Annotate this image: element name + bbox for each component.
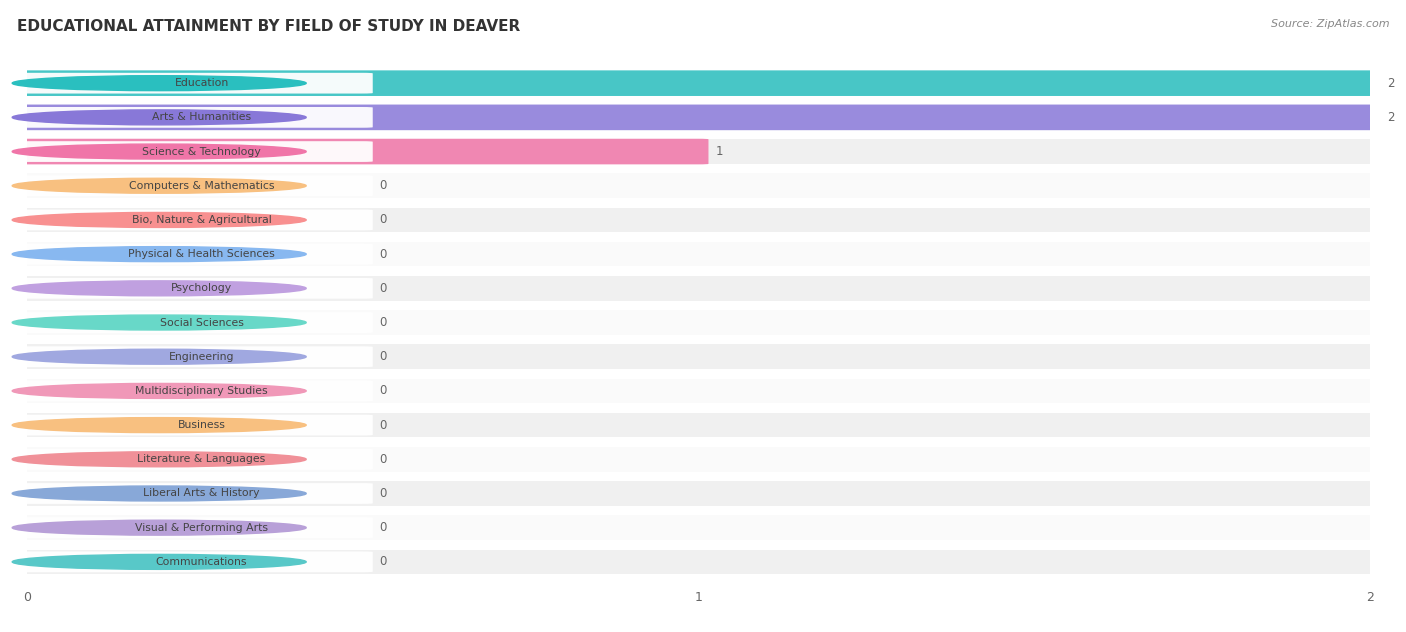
Text: 0: 0 bbox=[380, 384, 387, 398]
FancyBboxPatch shape bbox=[27, 139, 1369, 164]
Circle shape bbox=[13, 144, 307, 159]
Circle shape bbox=[13, 110, 307, 125]
FancyBboxPatch shape bbox=[27, 344, 1369, 369]
Text: 0: 0 bbox=[380, 453, 387, 466]
FancyBboxPatch shape bbox=[17, 104, 1379, 130]
FancyBboxPatch shape bbox=[17, 73, 373, 94]
FancyBboxPatch shape bbox=[17, 449, 373, 470]
Text: Social Sciences: Social Sciences bbox=[159, 317, 243, 327]
FancyBboxPatch shape bbox=[27, 105, 1369, 130]
FancyBboxPatch shape bbox=[17, 518, 373, 538]
Circle shape bbox=[13, 212, 307, 228]
Text: Multidisciplinary Studies: Multidisciplinary Studies bbox=[135, 386, 267, 396]
Circle shape bbox=[13, 486, 307, 501]
FancyBboxPatch shape bbox=[17, 244, 373, 265]
FancyBboxPatch shape bbox=[27, 550, 1369, 574]
FancyBboxPatch shape bbox=[17, 552, 373, 572]
Text: 0: 0 bbox=[380, 418, 387, 432]
Circle shape bbox=[13, 452, 307, 467]
Circle shape bbox=[13, 178, 307, 193]
FancyBboxPatch shape bbox=[27, 208, 1369, 232]
Text: 0: 0 bbox=[380, 556, 387, 568]
Text: 2: 2 bbox=[1386, 76, 1395, 90]
FancyBboxPatch shape bbox=[17, 278, 373, 299]
FancyBboxPatch shape bbox=[17, 107, 373, 128]
Text: 0: 0 bbox=[380, 350, 387, 363]
FancyBboxPatch shape bbox=[27, 276, 1369, 301]
FancyBboxPatch shape bbox=[17, 312, 373, 333]
FancyBboxPatch shape bbox=[27, 379, 1369, 403]
Text: Business: Business bbox=[177, 420, 225, 430]
Text: 0: 0 bbox=[380, 282, 387, 295]
Text: EDUCATIONAL ATTAINMENT BY FIELD OF STUDY IN DEAVER: EDUCATIONAL ATTAINMENT BY FIELD OF STUDY… bbox=[17, 19, 520, 34]
Text: 0: 0 bbox=[380, 214, 387, 226]
Text: Computers & Mathematics: Computers & Mathematics bbox=[129, 181, 274, 191]
Text: Physical & Health Sciences: Physical & Health Sciences bbox=[128, 249, 276, 259]
FancyBboxPatch shape bbox=[27, 242, 1369, 267]
Circle shape bbox=[13, 246, 307, 262]
FancyBboxPatch shape bbox=[17, 483, 373, 504]
Text: Engineering: Engineering bbox=[169, 352, 235, 362]
FancyBboxPatch shape bbox=[17, 210, 373, 230]
Text: Bio, Nature & Agricultural: Bio, Nature & Agricultural bbox=[132, 215, 271, 225]
Text: Communications: Communications bbox=[156, 557, 247, 567]
Text: Science & Technology: Science & Technology bbox=[142, 147, 262, 157]
Circle shape bbox=[13, 349, 307, 364]
FancyBboxPatch shape bbox=[17, 380, 373, 401]
Text: Visual & Performing Arts: Visual & Performing Arts bbox=[135, 523, 269, 533]
Text: 0: 0 bbox=[380, 316, 387, 329]
Text: Liberal Arts & History: Liberal Arts & History bbox=[143, 489, 260, 499]
FancyBboxPatch shape bbox=[17, 141, 373, 162]
Text: 0: 0 bbox=[380, 487, 387, 500]
FancyBboxPatch shape bbox=[27, 173, 1369, 198]
FancyBboxPatch shape bbox=[17, 70, 1379, 96]
FancyBboxPatch shape bbox=[27, 515, 1369, 540]
Circle shape bbox=[13, 281, 307, 296]
FancyBboxPatch shape bbox=[27, 481, 1369, 506]
Text: 1: 1 bbox=[716, 145, 723, 158]
Text: 0: 0 bbox=[380, 521, 387, 534]
Text: Source: ZipAtlas.com: Source: ZipAtlas.com bbox=[1271, 19, 1389, 29]
FancyBboxPatch shape bbox=[27, 447, 1369, 471]
Text: Arts & Humanities: Arts & Humanities bbox=[152, 112, 252, 123]
Text: 0: 0 bbox=[380, 248, 387, 260]
Text: 0: 0 bbox=[380, 179, 387, 192]
Text: Psychology: Psychology bbox=[172, 283, 232, 293]
Circle shape bbox=[13, 384, 307, 398]
Text: Literature & Languages: Literature & Languages bbox=[138, 454, 266, 465]
Text: Education: Education bbox=[174, 78, 229, 88]
FancyBboxPatch shape bbox=[17, 346, 373, 367]
Circle shape bbox=[13, 76, 307, 90]
FancyBboxPatch shape bbox=[27, 413, 1369, 437]
FancyBboxPatch shape bbox=[27, 71, 1369, 95]
FancyBboxPatch shape bbox=[17, 176, 373, 196]
Text: 2: 2 bbox=[1386, 111, 1395, 124]
Circle shape bbox=[13, 418, 307, 432]
FancyBboxPatch shape bbox=[27, 310, 1369, 335]
Circle shape bbox=[13, 315, 307, 330]
Circle shape bbox=[13, 554, 307, 569]
Circle shape bbox=[13, 520, 307, 535]
FancyBboxPatch shape bbox=[17, 415, 373, 435]
FancyBboxPatch shape bbox=[17, 139, 709, 164]
